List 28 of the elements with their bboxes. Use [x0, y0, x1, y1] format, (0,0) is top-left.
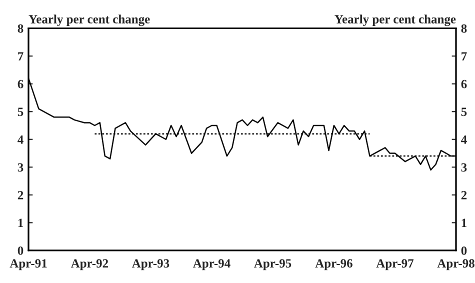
y2-tick-label: 0 — [461, 246, 467, 255]
y-axis-title: Yearly per cent change — [28, 14, 150, 26]
y2-tick-label: 6 — [461, 80, 467, 88]
y2-tick-label: 2 — [461, 190, 467, 200]
y2-tick-label: 5 — [461, 108, 467, 116]
y2-tick-label: 7 — [462, 52, 467, 60]
y2-tick-label: 1 — [462, 218, 466, 228]
x-tick-label: Apr-91 — [10, 259, 47, 270]
y-tick-label: 5 — [18, 108, 24, 116]
x-tick-label: Apr-96 — [315, 259, 352, 270]
y-tick-label: 6 — [18, 80, 24, 88]
y2-tick-label: 4 — [461, 135, 467, 144]
y-tick-label: 7 — [18, 52, 24, 60]
x-tick-label: Apr-95 — [254, 259, 292, 270]
y-tick-label: 2 — [18, 190, 24, 200]
x-tick-label: Apr-97 — [376, 259, 414, 270]
x-tick-label: Apr-98 — [437, 259, 474, 270]
x-tick-label: Apr-94 — [193, 259, 230, 270]
x-tick-label: Apr-92 — [70, 259, 108, 270]
y-tick-label: 0 — [18, 246, 24, 255]
y-tick-label: 8 — [18, 24, 24, 33]
y2-axis-title: Yearly per cent change — [334, 14, 456, 26]
x-tick-label: Apr-93 — [132, 259, 170, 270]
y2-tick-label: 3 — [461, 163, 467, 172]
y-tick-label: 3 — [18, 163, 24, 172]
y-tick-label: 4 — [18, 135, 24, 144]
y-tick-label: 1 — [18, 218, 23, 228]
y2-tick-label: 8 — [461, 24, 467, 33]
